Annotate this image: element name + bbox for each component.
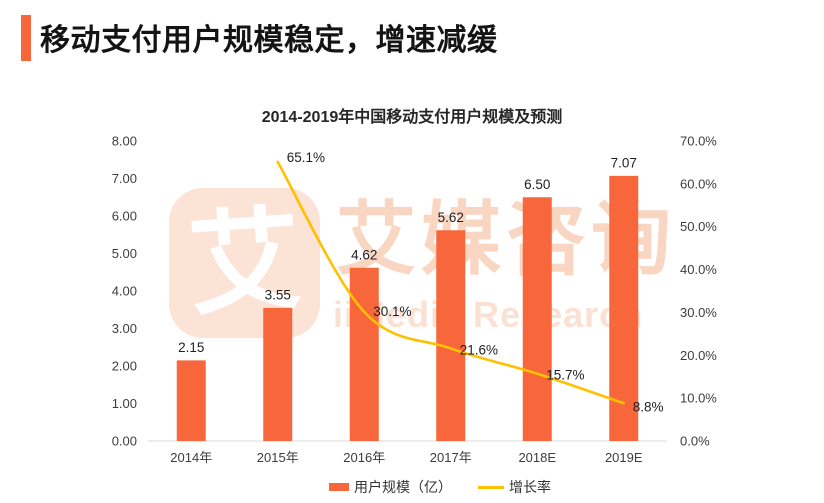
left-axis-tick: 7.00 xyxy=(112,171,137,186)
bar-value-label: 4.62 xyxy=(351,247,377,262)
left-axis-tick: 5.00 xyxy=(112,246,137,261)
left-axis-tick: 3.00 xyxy=(112,321,137,336)
legend-item-bar-series: 用户规模（亿） xyxy=(329,477,452,497)
bar-value-label: 6.50 xyxy=(524,177,550,192)
bar-value-label: 7.07 xyxy=(611,155,637,170)
bar-2015年 xyxy=(263,307,293,441)
right-axis-tick: 70.0% xyxy=(680,134,717,149)
left-axis-tick: 4.00 xyxy=(112,284,137,299)
right-axis-tick: 0.0% xyxy=(680,434,710,449)
bar-series-swatch xyxy=(329,483,349,491)
x-axis-label: 2018E xyxy=(518,450,556,465)
iimedia-logo-watermark: 艾 xyxy=(169,188,320,338)
line-value-label: 65.1% xyxy=(287,150,325,165)
line-value-label: 30.1% xyxy=(373,304,411,319)
left-axis-tick: 8.00 xyxy=(112,134,137,149)
line-value-label: 8.8% xyxy=(633,399,664,414)
x-axis-label: 2015年 xyxy=(257,450,299,465)
left-axis-tick: 6.00 xyxy=(112,209,137,224)
bar-2017年 xyxy=(436,230,466,441)
x-axis-label: 2014年 xyxy=(170,450,212,465)
right-axis-tick: 50.0% xyxy=(680,219,717,234)
line-value-label: 15.7% xyxy=(546,368,584,383)
left-axis-tick: 1.00 xyxy=(112,396,137,411)
line-series-swatch xyxy=(478,485,504,489)
x-axis-label: 2017年 xyxy=(430,450,472,465)
x-axis-label: 2019E xyxy=(605,450,643,465)
x-axis-label: 2016年 xyxy=(343,450,385,465)
bar-value-label: 3.55 xyxy=(265,287,291,302)
title-accent-bar xyxy=(21,15,31,61)
line-series-label: 增长率 xyxy=(509,479,551,495)
bar-2018E xyxy=(522,197,552,441)
chart-legend: 用户规模（亿） 增长率 xyxy=(0,477,824,497)
bar-value-label: 5.62 xyxy=(438,210,464,225)
chart-title: 2014-2019年中国移动支付用户规模及预测 xyxy=(261,109,563,126)
right-axis-tick: 60.0% xyxy=(680,176,717,191)
growth-rate-line xyxy=(276,160,626,405)
bar-value-label: 2.15 xyxy=(178,340,204,355)
bar-2014年 xyxy=(176,360,206,441)
right-axis-tick: 40.0% xyxy=(680,262,717,277)
line-value-label: 21.6% xyxy=(460,342,498,357)
left-axis-tick: 0.00 xyxy=(112,434,137,449)
left-axis-tick: 2.00 xyxy=(112,359,137,374)
right-axis-tick: 10.0% xyxy=(680,391,717,406)
bar-2016年 xyxy=(349,267,379,441)
right-axis-tick: 20.0% xyxy=(680,348,717,363)
bar-2019E xyxy=(609,175,639,441)
legend-item-line-series: 增长率 xyxy=(478,477,551,497)
right-axis-tick: 30.0% xyxy=(680,305,717,320)
bar-series-label: 用户规模（亿） xyxy=(354,479,452,495)
page-title: 移动支付用户规模稳定，增速减缓 xyxy=(40,24,498,57)
